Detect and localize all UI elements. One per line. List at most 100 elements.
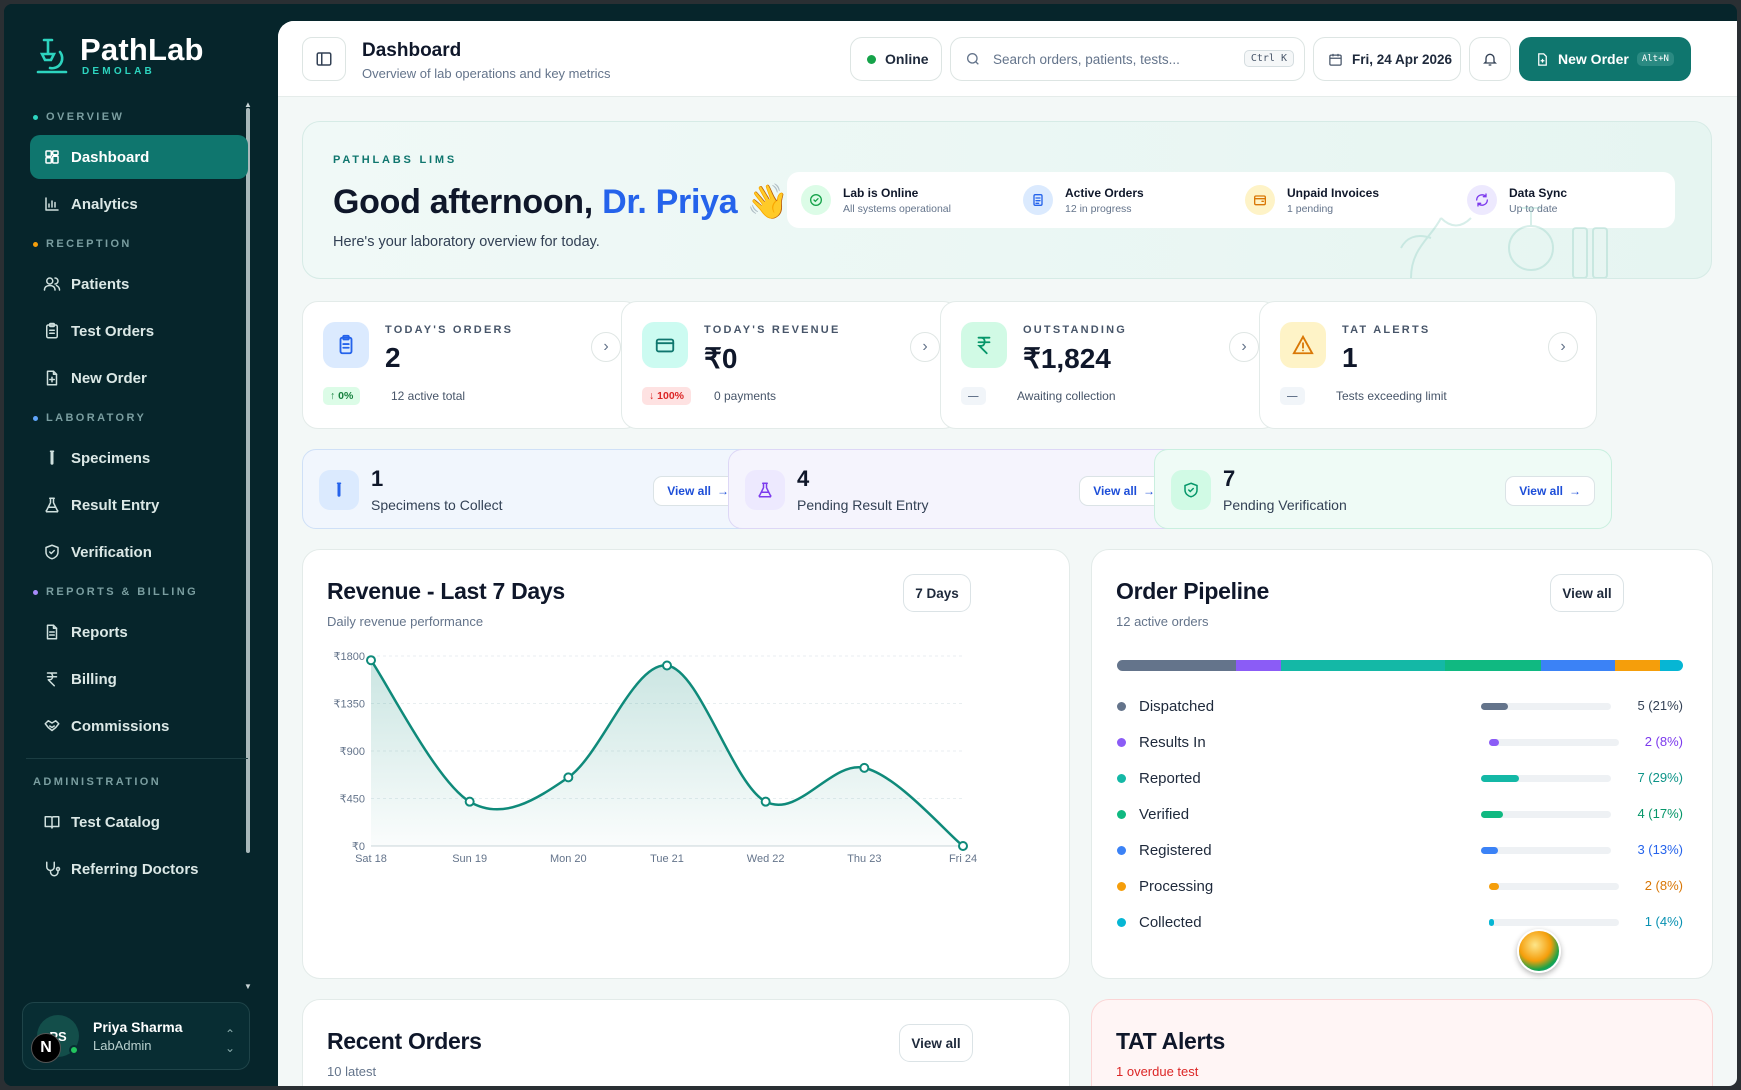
online-status[interactable]: Online (850, 37, 942, 81)
users-icon (43, 277, 61, 291)
chevron-right-icon[interactable]: › (1548, 332, 1578, 362)
section-label-text: REPORTS & BILLING (46, 586, 199, 598)
notifications-button[interactable] (1469, 37, 1511, 81)
sidebar-item-verification[interactable]: Verification (30, 530, 248, 574)
new-order-shortcut: Alt+N (1636, 52, 1674, 66)
sidebar-item-label: Referring Doctors (71, 860, 199, 878)
pipeline-row: Verified 4 (17%) (1117, 804, 1683, 824)
main-content: Dashboard Overview of lab operations and… (278, 21, 1737, 1086)
search-placeholder: Search orders, patients, tests... (993, 51, 1180, 67)
stat-label: OUTSTANDING (1023, 324, 1128, 336)
brand-logo[interactable]: PathLab DEMOLAB (34, 34, 204, 77)
stage-dot (1117, 737, 1126, 747)
view-all-label: View all (667, 484, 711, 498)
chevron-right-icon[interactable]: › (910, 332, 940, 362)
status-item-2: Unpaid Invoices 1 pending (1231, 185, 1453, 215)
sidebar-item-result-entry[interactable]: Result Entry (30, 483, 248, 527)
sidebar-item-patients[interactable]: Patients (30, 262, 248, 306)
stage-dot (1117, 917, 1126, 927)
stage-value: 7 (29%) (1637, 770, 1683, 785)
stat-card-today-s-revenue[interactable]: TODAY'S REVENUE ₹0 › ↓ 100% 0 payments (621, 301, 959, 429)
x-tick-label: Fri 24 (949, 853, 977, 865)
sidebar-item-test-catalog[interactable]: Test Catalog (30, 800, 248, 844)
assistant-globe-icon[interactable] (1517, 929, 1561, 973)
revenue-point-3[interactable] (662, 660, 672, 671)
search-input[interactable]: Search orders, patients, tests... Ctrl K (950, 37, 1305, 81)
y-tick-label: ₹450 (340, 794, 365, 806)
stat-card-outstanding[interactable]: OUTSTANDING ₹1,824 › — Awaiting collecti… (940, 301, 1278, 429)
sidebar-item-new-order[interactable]: New Order (30, 356, 248, 400)
sidebar-item-reports[interactable]: Reports (30, 610, 248, 654)
y-tick-label: ₹0 (352, 841, 365, 853)
stage-value: 5 (21%) (1637, 698, 1683, 713)
scroll-down-arrow[interactable]: ▼ (244, 982, 252, 991)
tat-alerts-card: TAT Alerts 1 overdue test (1091, 999, 1713, 1086)
pipeline-view-all-button[interactable]: View all (1550, 574, 1624, 612)
section-dot (33, 415, 38, 421)
revenue-point-2[interactable] (563, 772, 574, 783)
stage-progress-fill (1489, 883, 1500, 890)
sidebar-nav: OVERVIEW Dashboard Analytics RECEPTION Patie… (26, 102, 248, 894)
sidebar-section-label: OVERVIEW (26, 102, 248, 132)
stage-progress-fill (1481, 775, 1519, 782)
stage-label: Reported (1139, 769, 1201, 787)
sidebar-item-specimens[interactable]: Specimens (30, 436, 248, 480)
sidebar-item-commissions[interactable]: Commissions (30, 704, 248, 748)
stat-card-today-s-orders[interactable]: TODAY'S ORDERS 2 › ↑ 0% 12 active total (302, 301, 640, 429)
section-label-text: LABORATORY (46, 412, 147, 424)
user-profile[interactable]: PS N Priya Sharma LabAdmin ⌃ ⌄ (22, 1002, 250, 1070)
sidebar-item-label: Result Entry (71, 496, 160, 514)
stage-dot (1117, 845, 1126, 855)
y-tick-label: ₹900 (340, 746, 365, 758)
stat-value: ₹1,824 (1023, 343, 1111, 374)
dev-badge[interactable]: N (31, 1033, 61, 1063)
sidebar-item-referring-doctors[interactable]: Referring Doctors (30, 847, 248, 891)
section-dot (33, 589, 38, 595)
file-text-icon (46, 624, 58, 640)
scroll-up-arrow[interactable]: ▲ (244, 100, 252, 109)
clipboard-list-icon (1023, 185, 1053, 215)
stage-value: 2 (8%) (1644, 878, 1683, 893)
sidebar-item-billing[interactable]: Billing (30, 657, 248, 701)
new-order-label: New Order (1558, 51, 1629, 67)
range-selector[interactable]: 7 Days (903, 574, 971, 612)
stat-note: Tests exceeding limit (1336, 389, 1447, 403)
view-all-label: View all (1519, 484, 1563, 498)
revenue-chart-card: Revenue - Last 7 Days Daily revenue perf… (302, 549, 1070, 979)
quick-label: Pending Result Entry (797, 497, 929, 513)
revenue-point-4[interactable] (760, 796, 771, 807)
pipeline-segment-reported (1281, 660, 1446, 671)
stage-progress-track (1489, 739, 1619, 746)
brand-title: PathLab (80, 32, 204, 67)
chevron-right-icon[interactable]: › (591, 332, 621, 362)
sidebar-item-test-orders[interactable]: Test Orders (30, 309, 248, 353)
revenue-point-6[interactable] (958, 841, 968, 851)
online-indicator (69, 1045, 79, 1055)
view-all-button[interactable]: View all → (1505, 476, 1595, 506)
sidebar-section-label: LABORATORY (26, 403, 248, 433)
x-tick-label: Mon 20 (550, 853, 587, 865)
sidebar-section-label: ADMINISTRATION (26, 767, 248, 797)
stat-label: TODAY'S ORDERS (385, 324, 514, 336)
sidebar-item-analytics[interactable]: Analytics (30, 182, 248, 226)
sidebar-scrollbar[interactable] (246, 108, 250, 853)
chevron-right-icon[interactable]: › (1229, 332, 1259, 362)
pipeline-segment-processing (1615, 660, 1661, 671)
stat-card-tat-alerts[interactable]: TAT ALERTS 1 › — Tests exceeding limit (1259, 301, 1597, 429)
sidebar-item-dashboard[interactable]: Dashboard (30, 135, 248, 179)
status-item-0: Lab is Online All systems operational (787, 185, 1009, 215)
revenue-point-1[interactable] (464, 796, 475, 807)
revenue-point-0[interactable] (366, 655, 376, 666)
date-picker[interactable]: Fri, 24 Apr 2026 (1313, 37, 1461, 81)
chevron-updown-icon: ⌃ ⌄ (224, 1027, 235, 1055)
shield-check-icon (45, 544, 59, 560)
sidebar-toggle-button[interactable] (302, 37, 346, 81)
pipeline-subtitle: 12 active orders (1116, 614, 1209, 629)
recent-view-all-button[interactable]: View all (899, 1024, 973, 1062)
revenue-point-5[interactable] (859, 762, 870, 773)
new-order-button[interactable]: New Order Alt+N (1519, 37, 1691, 81)
stage-dot (1117, 773, 1126, 783)
file-plus-icon (46, 370, 58, 386)
pipeline-segment-registered (1541, 660, 1616, 671)
stage-progress-track (1481, 703, 1611, 710)
